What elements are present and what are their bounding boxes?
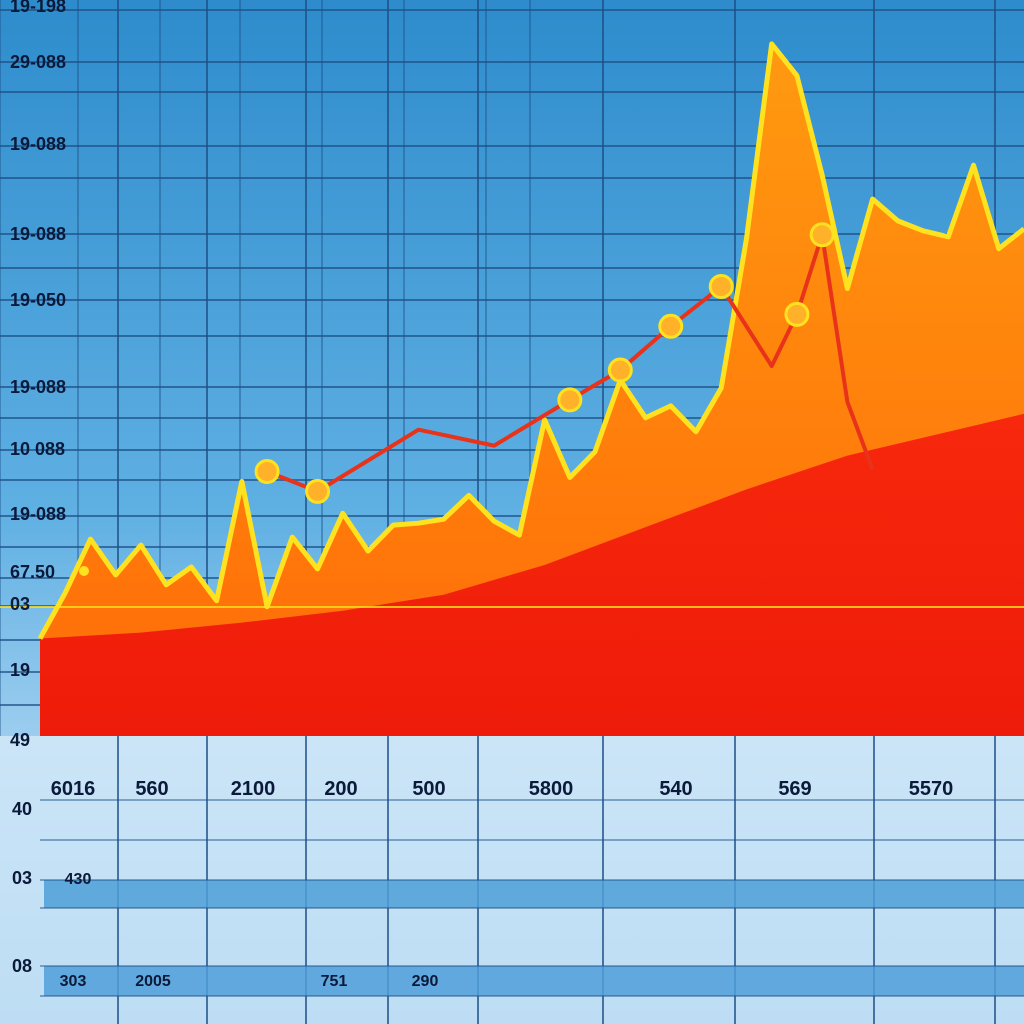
table-band [44, 880, 1024, 908]
y-tick-label: 19-088 [10, 134, 66, 154]
line-point-marker [708, 274, 734, 300]
y-tick-marker [79, 566, 89, 576]
table-row-label: 751 [321, 973, 348, 990]
line-point-marker [254, 458, 280, 484]
line-point-marker [607, 357, 633, 383]
table-side-label: 40 [12, 799, 32, 819]
x-tick-label: 6016 [51, 778, 96, 800]
y-tick-label: 19-088 [10, 224, 66, 244]
y-tick-label: 19-088 [10, 377, 66, 397]
x-tick-label: 540 [659, 778, 692, 800]
x-tick-label: 500 [412, 778, 445, 800]
x-tick-label: 560 [135, 778, 168, 800]
line-point-marker [658, 313, 684, 339]
y-tick-label: 29-088 [10, 52, 66, 72]
table-row-label: 290 [412, 973, 439, 990]
table-row-label: 2005 [135, 973, 171, 990]
y-tick-label: 19 [10, 660, 30, 680]
series-red-area [40, 413, 1024, 736]
y-tick-label: 19-088 [10, 504, 66, 524]
x-tick-label: 5800 [529, 778, 574, 800]
table-side-label: 08 [12, 956, 32, 976]
table-band [44, 966, 1024, 996]
y-tick-label: 49 [10, 730, 30, 750]
table-row-label: 303 [60, 973, 87, 990]
line-point-marker [557, 387, 583, 413]
x-tick-label: 5570 [909, 778, 954, 800]
x-tick-label: 2100 [231, 778, 276, 800]
x-tick-label: 569 [778, 778, 811, 800]
line-point-marker [809, 222, 835, 248]
line-point-marker [784, 301, 810, 327]
series-orange-outline [37, 41, 1024, 640]
table-side-label: 03 [12, 868, 32, 888]
line-point-marker [305, 478, 331, 504]
table-row-label: 430 [65, 871, 92, 888]
y-tick-label: 19-050 [10, 290, 66, 310]
y-tick-label: 19-198 [10, 0, 66, 16]
y-tick-label: 03 [10, 594, 30, 614]
y-tick-label: 67.50 [10, 562, 55, 582]
y-tick-label: 10 088 [10, 439, 65, 459]
x-tick-label: 200 [324, 778, 357, 800]
